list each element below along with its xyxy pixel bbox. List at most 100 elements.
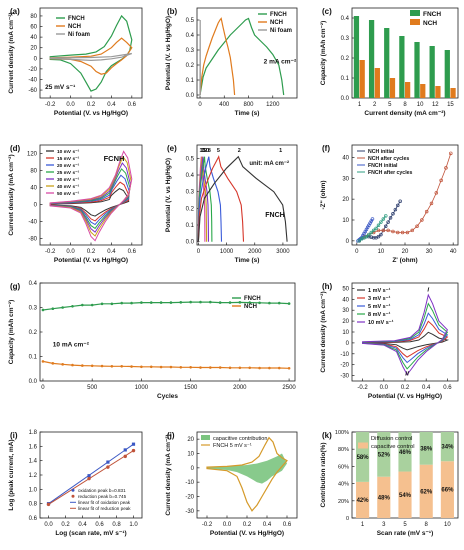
bar-nch — [359, 60, 365, 98]
data-point-reduction — [87, 476, 91, 481]
x-tick-label: 0.0 — [223, 522, 232, 528]
nyquist-point — [405, 230, 410, 235]
series-point — [248, 366, 252, 370]
nyquist-point — [383, 224, 388, 229]
x-axis-label: Time (s) — [235, 110, 260, 117]
y-tick-label: -20 — [28, 67, 37, 73]
series-layer — [41, 300, 291, 370]
y-tick-label: -40 — [28, 77, 37, 83]
plot-frame — [196, 7, 298, 99]
data-point-reduction — [131, 448, 136, 453]
bar-fnch — [414, 42, 420, 98]
curve-label: 5 — [217, 148, 220, 154]
x-axis-label: Log (scan rate, mV s⁻¹) — [55, 530, 126, 537]
panel-letter: (c) — [322, 7, 332, 16]
y-tick-label: 0 — [346, 239, 350, 245]
series-point — [130, 365, 133, 368]
x-tick-label: 10 — [417, 102, 424, 108]
series-point — [179, 301, 183, 304]
series-point — [159, 365, 163, 369]
y-tick-label: 0.4 — [186, 173, 195, 179]
y-tick-label: 20 — [342, 197, 349, 203]
y-axis-label: Current density (mA cm⁻²) — [165, 434, 172, 515]
x-tick-label: 0.0 — [66, 102, 75, 108]
y-tick-label: 0.3 — [341, 36, 350, 42]
legend-label: Ni foam — [270, 28, 292, 34]
legend-label: 10 mV s⁻¹ — [368, 319, 394, 326]
series-line-nch — [42, 360, 290, 369]
y-tick-label: 0.0 — [341, 96, 350, 102]
panel-letter: (j) — [167, 431, 175, 440]
panel-letter: (e) — [167, 144, 177, 153]
x-tick-label: 20 — [402, 249, 409, 255]
data-point-oxidation — [87, 474, 91, 478]
y-tick-label: 0.1 — [186, 223, 195, 229]
legend-swatch — [358, 442, 368, 449]
y-tick-label: 10 — [342, 218, 349, 224]
y-tick-label: 0.2 — [29, 330, 38, 336]
stacked-bar-segment — [419, 432, 433, 465]
legend-label: FNCH initial — [368, 163, 398, 169]
bar-fnch — [399, 36, 405, 98]
y-tick-label: 20% — [338, 499, 349, 505]
x-tick-label: 1200 — [266, 102, 280, 108]
x-tick-label: 0.6 — [128, 102, 137, 108]
y-tick-label: -20 — [185, 495, 194, 501]
legend-label: 8 mV s⁻¹ — [368, 311, 391, 318]
x-tick-label: -0.2 — [45, 102, 56, 108]
legend-label: 20 mV s⁻¹ — [57, 163, 80, 169]
y-tick-label: 40 — [342, 297, 349, 303]
curve-label: 12 — [201, 148, 207, 154]
x-axis-label: Potential (V. vs Hg/HgO) — [210, 530, 284, 537]
y-tick-label: 20 — [30, 46, 37, 52]
series-point — [258, 366, 261, 370]
bar-fnch — [353, 16, 360, 98]
curve-label: 10 — [203, 148, 209, 154]
x-tick-label: 1000 — [220, 249, 234, 255]
nyquist-point — [371, 235, 376, 240]
nyquist-point — [357, 239, 361, 243]
x-tick-label: 15 — [447, 102, 454, 108]
bar-value-label: 54% — [399, 493, 412, 499]
x-tick-label: 0.4 — [107, 102, 116, 108]
series-point — [110, 365, 114, 368]
legend-swatch — [410, 19, 420, 25]
bar-value-label: 48% — [378, 495, 391, 501]
nyquist-point — [398, 199, 402, 204]
panel-e: (e) Time (s) Potential (V. vs Hg/HgO) 0 1000… — [165, 144, 298, 264]
x-axis-label: Scan rate (mV s⁻¹) — [377, 530, 434, 537]
x-tick-label: 500 — [87, 385, 98, 391]
nyquist-point — [434, 191, 439, 195]
cv-curve — [49, 150, 133, 242]
panel-k: (k) Scan rate (mV s⁻¹) Contribution ratio(… — [320, 430, 459, 537]
peak-marker: ii — [405, 371, 409, 378]
legend-label: NCH — [270, 20, 283, 26]
y-tick-label: 1.2 — [29, 473, 38, 479]
y-axis-label: Log (peak current, mA) — [8, 439, 15, 510]
gcd-curve — [197, 155, 288, 242]
y-tick-label: 1.6 — [29, 444, 38, 450]
y-tick-label: 0.2 — [341, 56, 350, 62]
series-point — [51, 362, 55, 365]
bar-fnch — [368, 20, 375, 98]
gcd-curve — [197, 155, 245, 242]
series-point — [179, 365, 183, 369]
y-tick-label: -30 — [185, 509, 194, 515]
y-tick-label: 10 — [187, 452, 194, 458]
series-point — [268, 301, 271, 305]
y-tick-label: 0.0 — [186, 240, 195, 246]
nyquist-point — [415, 224, 419, 229]
legend-label: NCH after cycles — [368, 156, 409, 162]
y-tick-label: 0.3 — [186, 190, 195, 196]
curve-label: 15 — [200, 148, 206, 154]
nyquist-point — [429, 201, 434, 206]
nyquist-point — [386, 228, 390, 233]
y-tick-label: 0.1 — [186, 78, 195, 84]
x-tick-label: 0.0 — [44, 522, 53, 528]
series-line-ni-foam — [49, 52, 133, 62]
legend-label: 40 mV s⁻¹ — [57, 184, 80, 190]
y-axis-label: Potential (V. vs Hg/HgO) — [165, 158, 172, 232]
series-point — [41, 308, 45, 312]
y-tick-label: 10 — [342, 330, 349, 336]
capacitive-area — [207, 453, 287, 484]
